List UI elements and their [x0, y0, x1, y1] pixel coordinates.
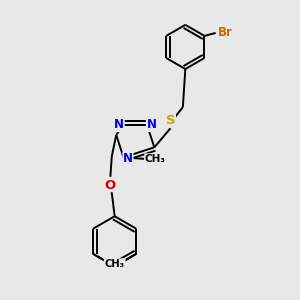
Text: CH₃: CH₃	[105, 259, 125, 269]
Text: CH₃: CH₃	[104, 259, 124, 269]
Text: N: N	[146, 118, 157, 131]
Text: O: O	[105, 178, 116, 191]
Text: Br: Br	[218, 26, 233, 40]
Text: N: N	[114, 118, 124, 131]
Text: S: S	[166, 114, 175, 127]
Text: CH₃: CH₃	[145, 154, 166, 164]
Text: N: N	[123, 152, 133, 165]
